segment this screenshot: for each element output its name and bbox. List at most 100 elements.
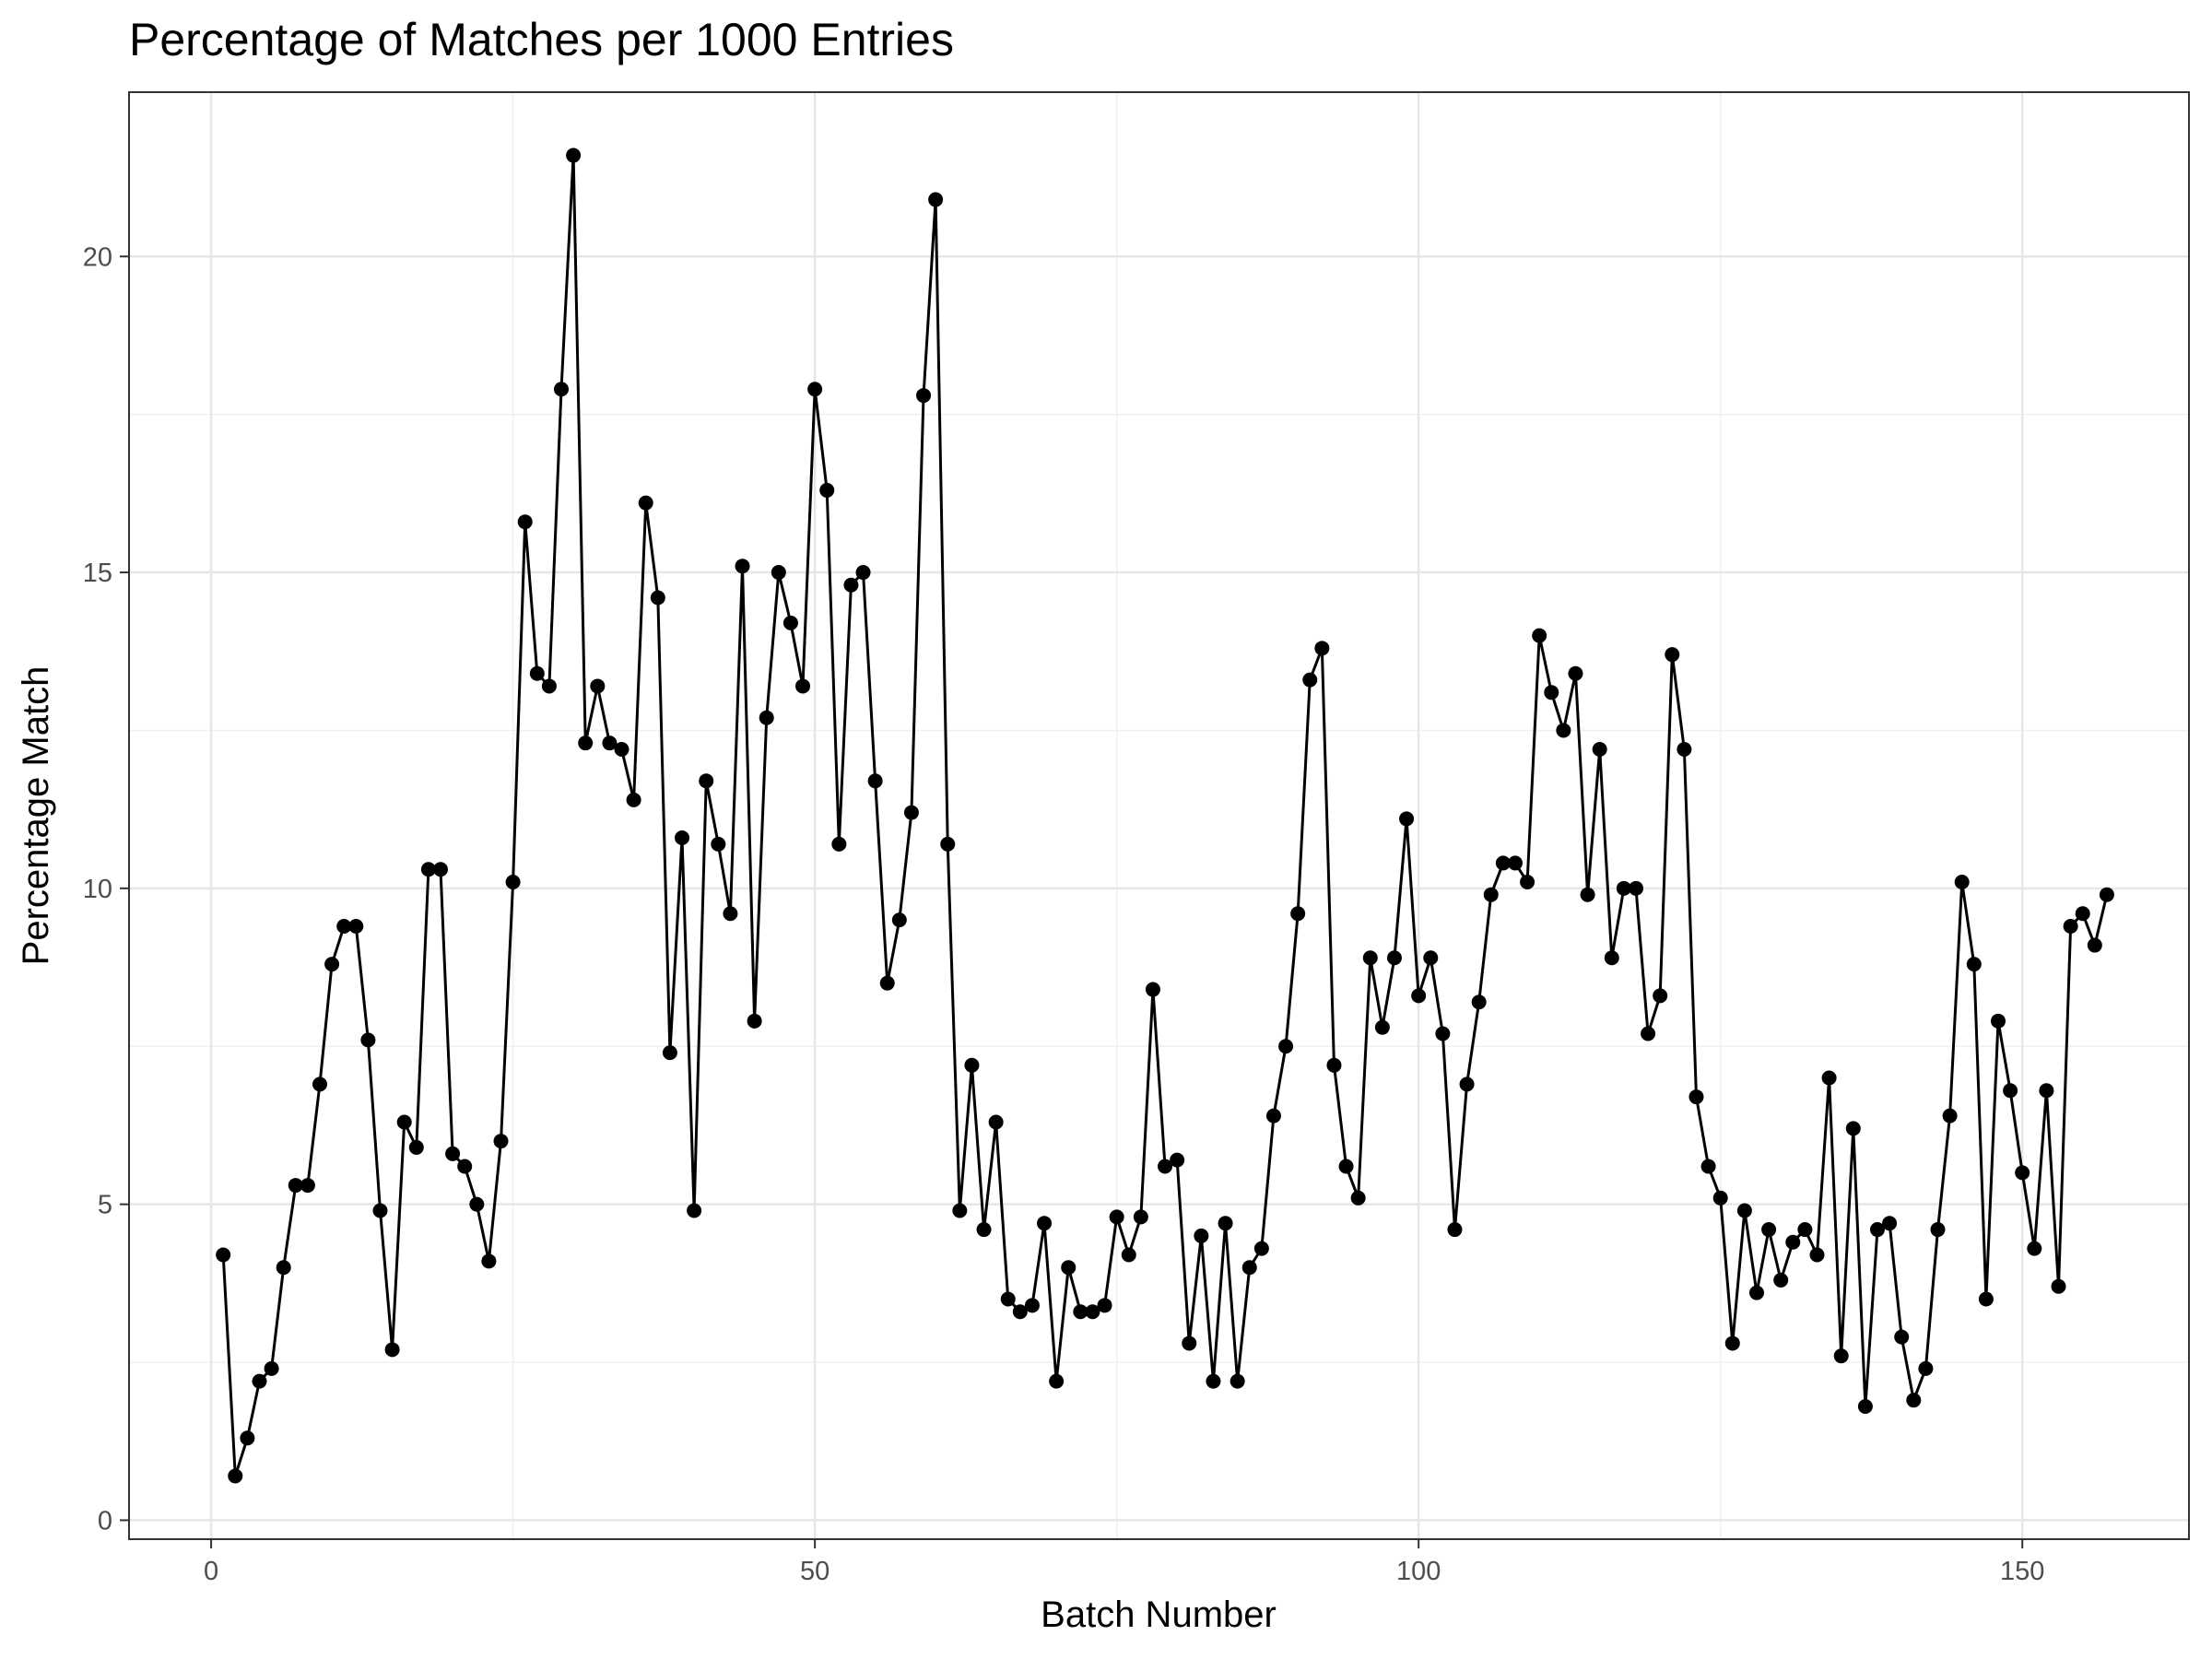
data-point [1423,950,1439,966]
data-point [1641,1026,1656,1041]
y-tick-label: 20 [83,242,112,272]
data-point [481,1253,497,1269]
data-point [1399,811,1415,827]
chart-title: Percentage of Matches per 1000 Entries [129,14,954,65]
data-point [879,975,895,991]
data-point [1821,1070,1837,1086]
data-point [819,482,835,498]
data-point [928,192,944,207]
data-point [1688,1089,1704,1105]
x-tick-label: 150 [2000,1557,2044,1586]
data-point [1049,1373,1065,1389]
data-point [2099,887,2114,902]
data-point [782,615,798,630]
data-point [2087,937,2102,953]
data-point [662,1045,677,1061]
data-point [1206,1373,1221,1389]
data-point [1024,1298,1040,1313]
data-point [529,665,545,681]
data-point [348,918,364,934]
data-point [1930,1222,1946,1238]
data-point [1653,988,1668,1004]
data-point [940,836,956,852]
data-point [1109,1209,1124,1225]
data-point [1037,1216,1053,1231]
data-point [264,1360,279,1376]
data-point [1121,1247,1136,1263]
data-point [445,1146,461,1161]
data-point [312,1077,327,1092]
data-point [1253,1241,1269,1256]
data-point [554,382,570,397]
data-point [771,565,786,581]
data-point [831,836,847,852]
data-point [1894,1329,1910,1345]
data-point [1338,1159,1354,1174]
data-point [300,1178,315,1194]
data-point [1532,628,1547,643]
data-point [408,1139,424,1155]
data-point [976,1222,992,1238]
data-point [843,577,859,593]
data-point [638,495,653,511]
data-point [457,1159,473,1174]
data-point [602,735,618,751]
data-point [1471,994,1487,1010]
y-tick-label: 5 [98,1191,112,1220]
data-point [1495,855,1511,871]
data-point [1085,1304,1100,1320]
data-point [590,678,606,694]
data-point [2015,1165,2030,1181]
y-axis-title: Percentage Match [16,666,56,966]
series-line [221,154,2109,1477]
data-point [469,1196,485,1212]
data-point [1278,1039,1294,1054]
data-point [1857,1399,1873,1415]
data-point [1809,1247,1825,1263]
data-point [2039,1083,2054,1099]
data-point [420,862,436,877]
data-point [699,773,714,789]
data-point [903,805,919,820]
data-point [1170,1152,1185,1168]
data-point [1097,1298,1112,1313]
data-point [1954,874,1970,889]
data-point [916,388,932,404]
plot-panel-border [128,91,2190,1540]
data-point [1182,1335,1197,1351]
data-point [505,874,521,889]
data-point [1761,1222,1777,1238]
data-point [1265,1108,1281,1124]
data-point [1592,742,1607,758]
data-point [2027,1241,2042,1256]
y-tick-label: 10 [83,875,112,904]
data-point [1326,1057,1342,1073]
data-point [1580,887,1595,902]
data-point [735,559,750,574]
data-point [1133,1209,1148,1225]
data-point [867,773,883,789]
data-point [964,1057,980,1073]
data-point [2003,1083,2018,1099]
data-point [650,590,665,606]
data-point [1386,950,1402,966]
x-tick-label: 100 [1396,1557,1441,1586]
data-point [1158,1159,1173,1174]
data-point [1628,880,1643,896]
major-gridlines [129,92,2189,1539]
y-axis: 0 5 10 15 20 [83,242,129,1535]
data-point [1145,982,1160,997]
data-point [675,830,690,845]
data-point [396,1114,412,1130]
data-point [1833,1348,1849,1364]
data-point [891,912,907,928]
x-tick-label: 0 [204,1557,218,1586]
data-point [1194,1228,1209,1243]
data-point [1302,672,1318,688]
data-point [336,918,352,934]
data-point [2075,906,2090,922]
data-point [384,1342,400,1358]
data-point [1000,1291,1016,1307]
data-point [433,862,449,877]
